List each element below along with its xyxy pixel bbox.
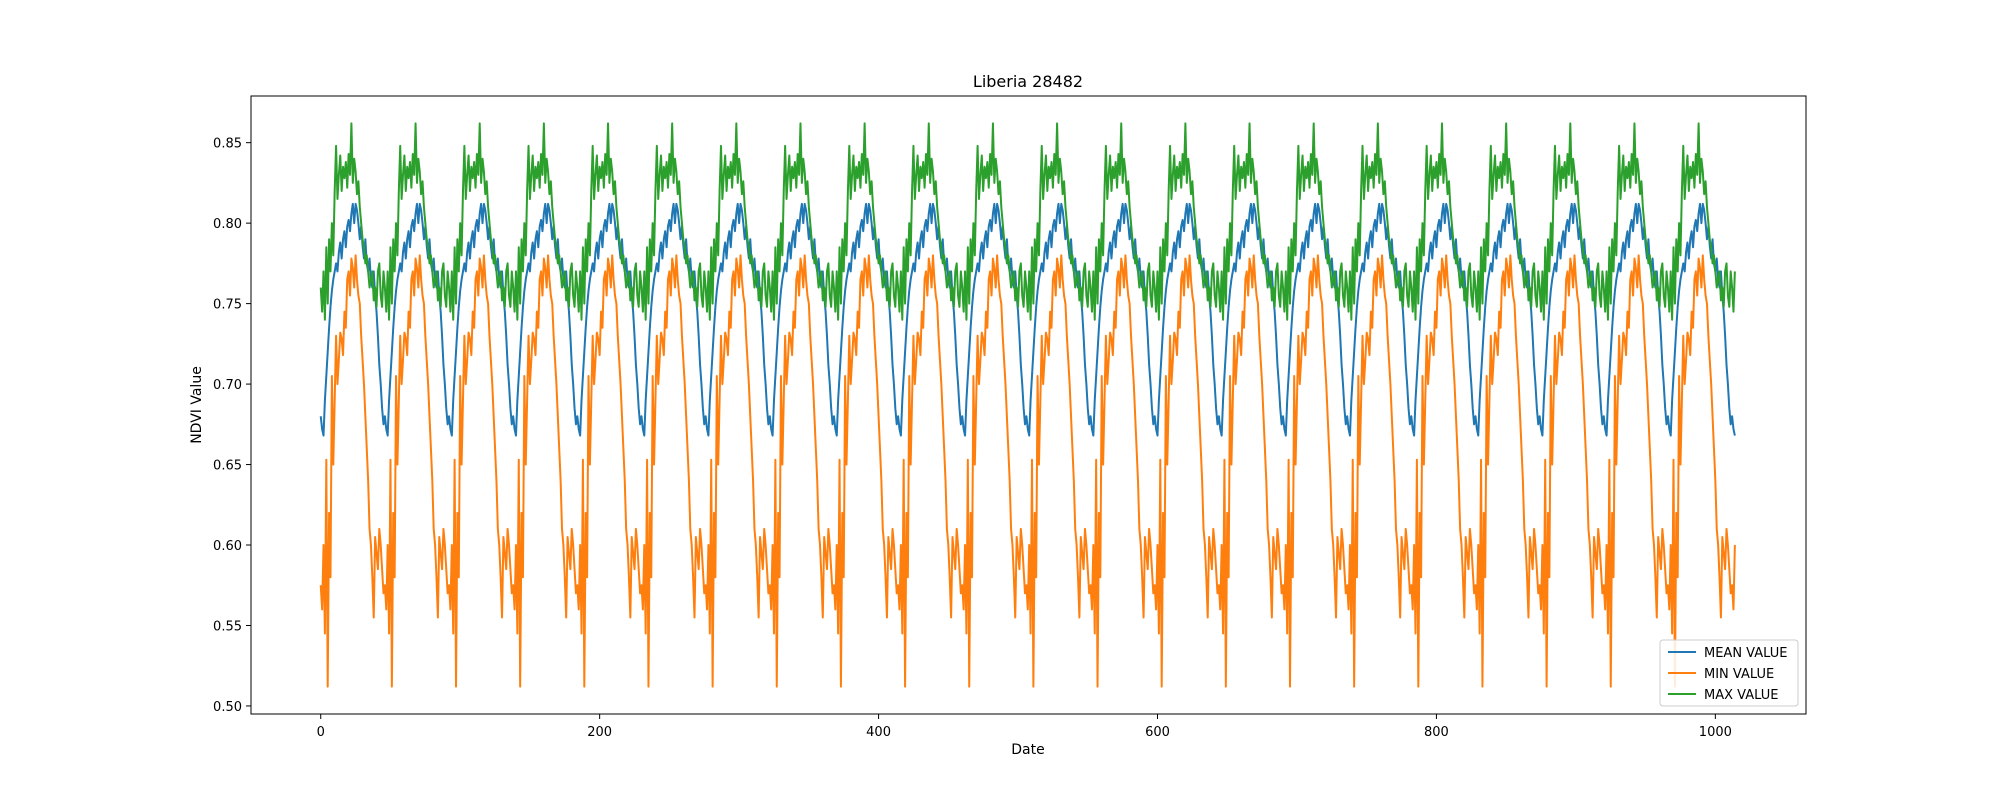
x-axis-ticks: 0 200 400 600 800 1000 <box>317 714 1732 740</box>
legend-box <box>1659 639 1799 707</box>
legend-label-mean: MEAN VALUE <box>1704 646 1787 661</box>
y-tick-label: 0.65 <box>213 459 242 474</box>
y-tick-label: 0.80 <box>213 217 242 232</box>
plot-area <box>250 95 1807 715</box>
chart-title: Liberia 28482 <box>973 72 1083 91</box>
legend-label-min: MIN VALUE <box>1704 667 1774 682</box>
x-axis-label: Date <box>1011 742 1044 758</box>
x-tick-label: 0 <box>317 725 325 740</box>
series-layer <box>319 122 1736 688</box>
y-tick-label: 0.60 <box>213 539 242 554</box>
y-axis-ticks: 0.50 0.55 0.60 0.65 0.70 0.75 0.80 0.85 <box>213 137 251 715</box>
x-tick-label: 400 <box>866 725 891 740</box>
legend-label-max: MAX VALUE <box>1704 688 1778 703</box>
series-line-max <box>319 122 1736 321</box>
y-axis-label: NDVI Value <box>189 366 205 444</box>
y-tick-label: 0.55 <box>213 619 242 634</box>
x-tick-label: 1000 <box>1699 725 1732 740</box>
x-tick-label: 600 <box>1145 725 1170 740</box>
y-tick-label: 0.75 <box>213 298 242 313</box>
x-tick-label: 200 <box>587 725 612 740</box>
y-tick-label: 0.85 <box>213 137 242 152</box>
x-tick-label: 800 <box>1424 725 1449 740</box>
axes-frame <box>250 95 1807 715</box>
y-tick-label: 0.50 <box>213 700 242 715</box>
series-line-min <box>319 254 1736 688</box>
y-tick-label: 0.70 <box>213 378 242 393</box>
legend: MEAN VALUE MIN VALUE MAX VALUE <box>1659 639 1799 707</box>
